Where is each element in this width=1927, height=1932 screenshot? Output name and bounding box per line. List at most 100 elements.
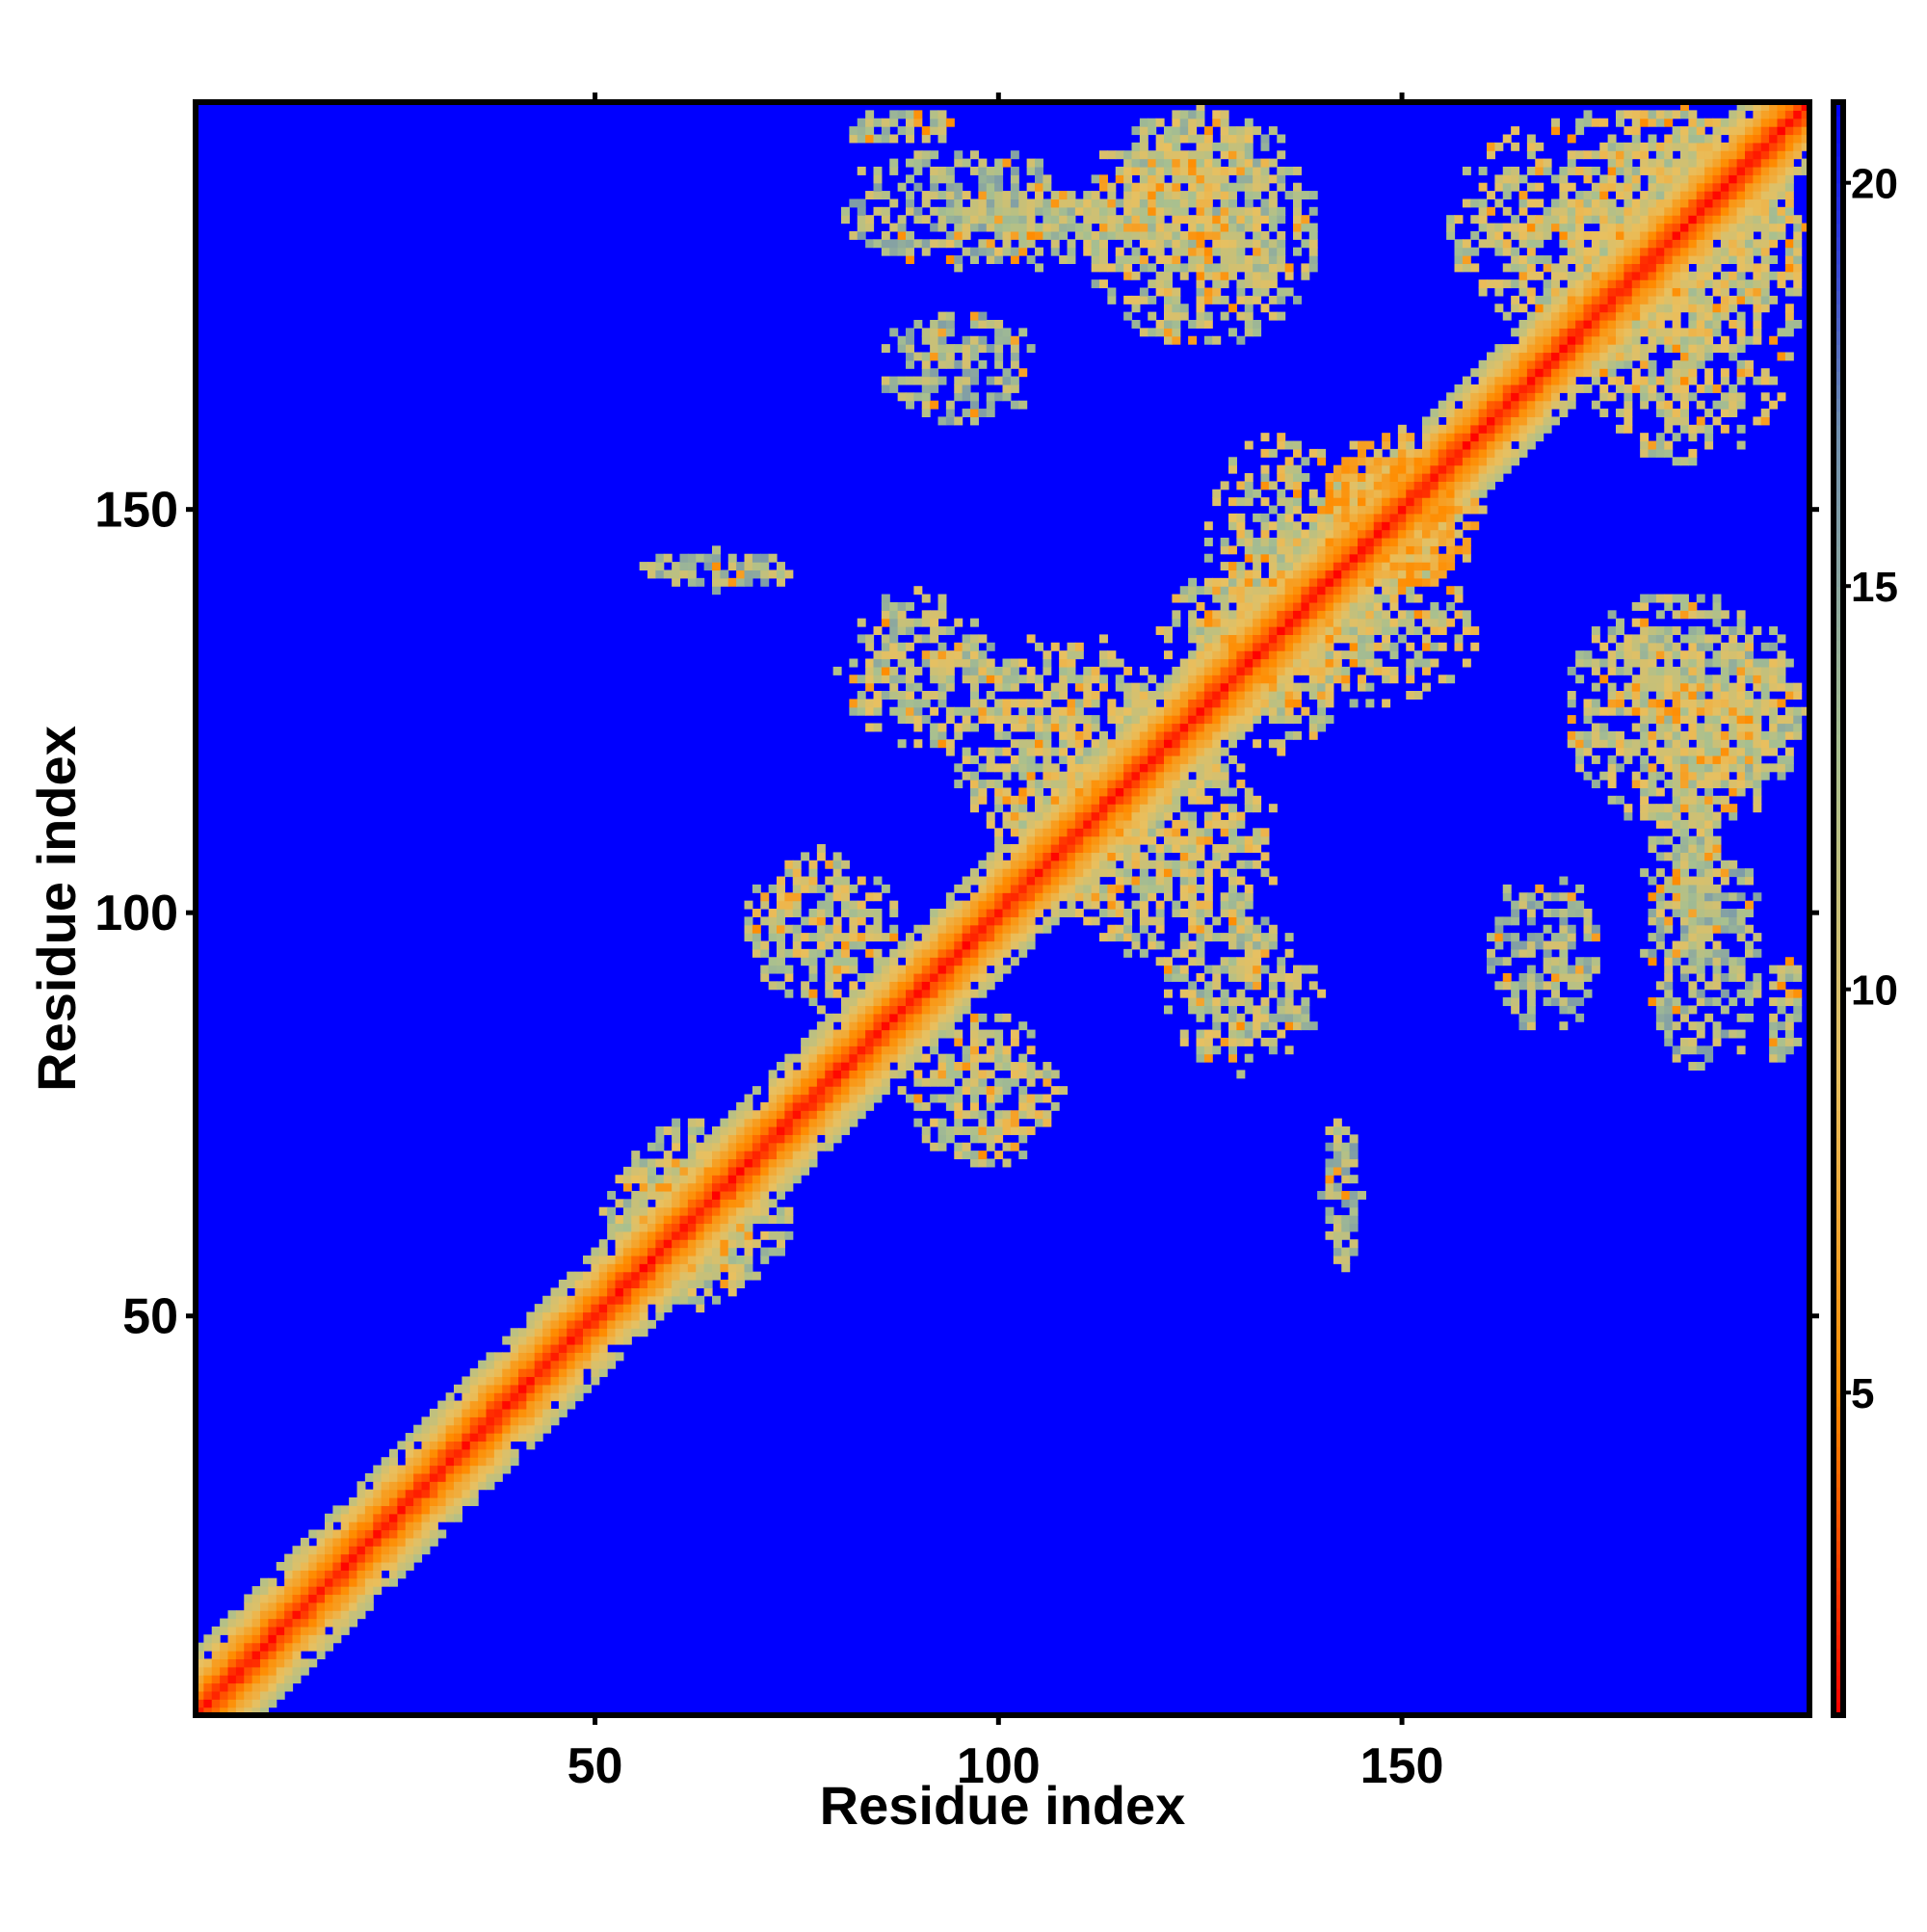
heatmap-cell: [1260, 601, 1270, 611]
heatmap-cell: [1284, 569, 1294, 579]
heatmap-cell: [1179, 206, 1189, 216]
heatmap-cell: [389, 1472, 398, 1482]
heatmap-cell: [1196, 263, 1205, 273]
heatmap-cell: [251, 1699, 261, 1708]
heatmap-cell: [1293, 223, 1302, 232]
heatmap-cell: [1284, 675, 1294, 684]
heatmap-cell: [1179, 191, 1189, 200]
heatmap-cell: [1212, 682, 1222, 692]
heatmap-cell: [720, 1239, 729, 1249]
heatmap-cell: [558, 1319, 568, 1329]
heatmap-cell: [1260, 513, 1270, 522]
heatmap-cell: [1050, 1070, 1060, 1079]
heatmap-cell: [970, 699, 979, 708]
heatmap-cell: [841, 909, 850, 917]
heatmap-cell: [1010, 940, 1019, 950]
heatmap-cell: [672, 1206, 681, 1216]
heatmap-cell: [631, 1239, 641, 1249]
heatmap-cell: [808, 1110, 818, 1120]
heatmap-cell: [1382, 562, 1391, 571]
heatmap-cell: [816, 933, 826, 942]
heatmap-cell: [1389, 601, 1399, 611]
heatmap-cell: [978, 795, 988, 805]
heatmap-cell: [777, 1110, 785, 1120]
heatmap-cell: [1341, 1158, 1351, 1168]
heatmap-cell: [647, 1319, 656, 1329]
heatmap-cell: [1373, 642, 1383, 651]
heatmap-cell: [752, 940, 761, 950]
heatmap-cell: [1010, 166, 1019, 175]
heatmap-cell: [235, 1690, 245, 1700]
heatmap-cell: [1155, 158, 1165, 168]
heatmap-cell: [994, 699, 1004, 708]
heatmap-cell: [1406, 497, 1415, 507]
heatmap-cell: [591, 1352, 600, 1362]
heatmap-cell: [1172, 166, 1181, 175]
heatmap-cell: [445, 1448, 455, 1458]
heatmap-cell: [1253, 706, 1262, 716]
heatmap-cell: [1422, 497, 1431, 507]
heatmap-cell: [276, 1690, 285, 1700]
heatmap-cell: [937, 682, 947, 692]
heatmap-cell: [325, 1586, 333, 1596]
heatmap-cell: [1099, 247, 1108, 256]
heatmap-cell: [816, 1029, 826, 1039]
heatmap-cell: [340, 1553, 350, 1563]
heatmap-cell: [1131, 828, 1141, 837]
heatmap-cell: [1026, 699, 1036, 708]
heatmap-cell: [1268, 626, 1278, 636]
heatmap-cell: [930, 634, 939, 644]
heatmap-cell: [913, 989, 923, 998]
heatmap-cell: [1308, 610, 1318, 620]
heatmap-cell: [1228, 699, 1237, 708]
heatmap-cell: [994, 359, 1004, 369]
heatmap-cell: [1293, 577, 1302, 587]
heatmap-cell: [542, 1384, 552, 1393]
heatmap-cell: [720, 1134, 729, 1144]
heatmap-cell: [1260, 852, 1270, 861]
heatmap-cell: [1035, 852, 1043, 861]
heatmap-cell: [260, 1642, 269, 1652]
heatmap-cell: [1317, 577, 1327, 587]
heatmap-cell: [978, 747, 988, 756]
heatmap-cell: [792, 1125, 802, 1135]
heatmap-cell: [1196, 900, 1205, 910]
heatmap-cell: [486, 1457, 495, 1467]
heatmap-cell: [873, 957, 883, 966]
heatmap-cell: [760, 916, 770, 926]
heatmap-cell: [897, 335, 907, 345]
heatmap-cell: [1148, 940, 1157, 950]
heatmap-cell: [550, 1287, 560, 1297]
heatmap-cell: [897, 948, 907, 958]
heatmap-cell: [703, 1190, 713, 1200]
heatmap-cell: [663, 1295, 673, 1305]
heatmap-cell: [1358, 626, 1366, 636]
heatmap-cell: [1172, 126, 1181, 136]
heatmap-cell: [921, 691, 931, 700]
heatmap-cell: [1091, 739, 1100, 749]
heatmap-cell: [1268, 601, 1278, 611]
heatmap-cell: [727, 1125, 737, 1135]
heatmap-cell: [1284, 642, 1294, 651]
heatmap-cell: [1268, 158, 1278, 168]
heatmap-cell: [1325, 675, 1334, 684]
heatmap-cell: [284, 1682, 294, 1692]
heatmap-cell: [622, 1182, 632, 1192]
heatmap-cell: [526, 1441, 536, 1450]
heatmap-cell: [720, 1215, 729, 1225]
heatmap-cell: [373, 1505, 383, 1515]
heatmap-cell: [429, 1448, 438, 1458]
heatmap-cell: [825, 1037, 834, 1046]
heatmap-cell: [1172, 835, 1181, 845]
heatmap-cell: [1277, 215, 1286, 225]
heatmap-cell: [583, 1295, 592, 1305]
heatmap-cell: [816, 1094, 826, 1103]
heatmap-cell: [631, 1319, 641, 1329]
heatmap-cell: [889, 972, 899, 982]
heatmap-cell: [727, 1142, 737, 1151]
heatmap-cell: [1277, 489, 1286, 498]
heatmap-cell: [913, 1094, 923, 1103]
heatmap-cell: [1397, 537, 1407, 546]
heatmap-cell: [1139, 142, 1148, 151]
heatmap-cell: [1268, 876, 1278, 886]
